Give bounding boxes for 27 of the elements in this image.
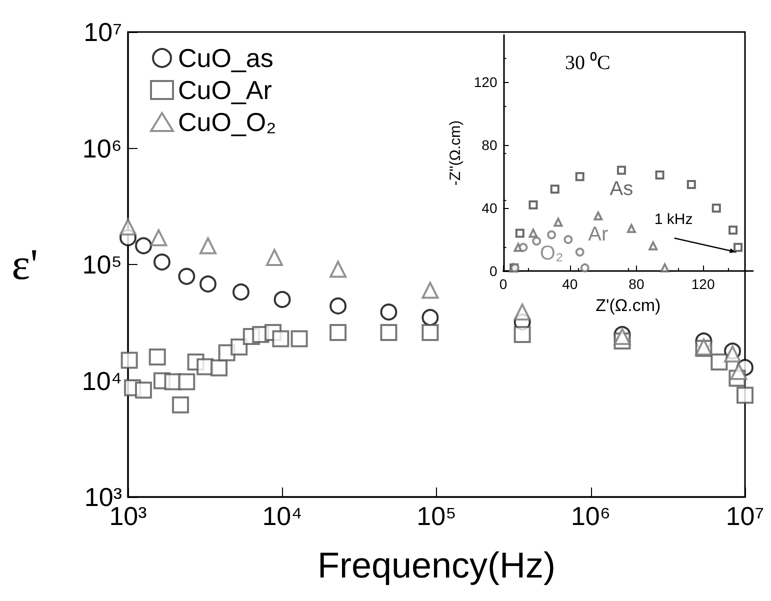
y-tick-label: 40 <box>482 200 498 216</box>
x-tick-label: 120 <box>691 276 715 292</box>
y-tick-label: 10⁶ <box>82 133 122 164</box>
x-tick-label: 10⁴ <box>262 501 302 531</box>
series-label: Ar <box>588 223 608 246</box>
series-label: As <box>610 178 634 200</box>
legend-label: CuO_O₂ <box>178 107 276 137</box>
x-axis-title: Z'(Ω.cm) <box>596 296 661 315</box>
y-tick-label: 0 <box>489 263 498 279</box>
x-tick-label: 10⁷ <box>726 501 764 531</box>
x-tick-label: 80 <box>628 276 644 292</box>
legend-label: CuO_Ar <box>178 75 272 105</box>
y-axis-title: ε' <box>12 240 38 289</box>
series-label: O₂ <box>540 242 564 264</box>
y-tick-label: 10⁴ <box>82 366 122 396</box>
annotation: 1 kHz <box>654 211 693 228</box>
y-axis-title: -Z''(Ω.cm) <box>447 120 464 186</box>
y-tick-label: 10⁷ <box>84 17 122 47</box>
legend-label: CuO_as <box>178 43 274 73</box>
x-tick-label: 10⁵ <box>416 501 456 531</box>
x-axis-title: Frequency(Hz) <box>317 544 556 586</box>
x-tick-label: 40 <box>562 276 578 292</box>
y-tick-label: 120 <box>474 74 498 90</box>
x-tick-label: 10⁶ <box>570 501 611 531</box>
x-tick-label: 0 <box>499 276 508 292</box>
y-tick-label: 80 <box>482 137 498 154</box>
annotation: 30 ⁰C <box>565 51 610 74</box>
